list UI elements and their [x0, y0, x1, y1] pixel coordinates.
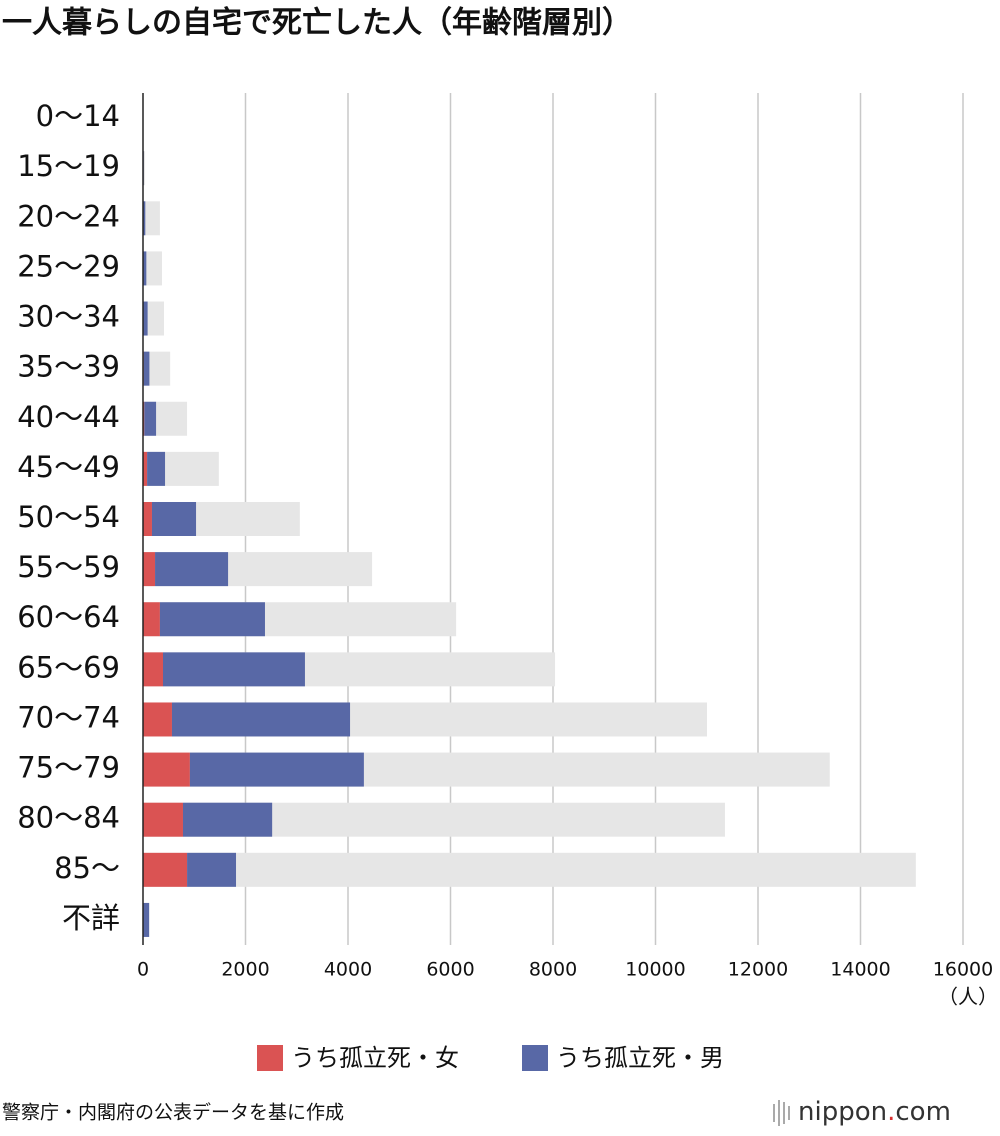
legend-swatch: [257, 1045, 283, 1071]
y-tick-label: 55〜59: [17, 550, 120, 584]
bar-segment: [143, 752, 190, 787]
bar-segment: [143, 602, 160, 637]
y-tick-label: 80〜84: [17, 801, 120, 835]
total-bar: [143, 201, 160, 236]
x-tick-label: 12000: [728, 959, 788, 981]
total-bar: [143, 852, 916, 887]
y-tick-label: 15〜19: [17, 149, 120, 183]
x-tick-label: 8000: [529, 959, 577, 981]
bar-segment: [143, 201, 146, 236]
logo-text: nippon: [798, 1097, 887, 1127]
x-tick-label: 10000: [625, 959, 685, 981]
bar-segment: [143, 852, 188, 887]
y-tick-label: 85〜: [54, 851, 120, 885]
bar-segment: [155, 552, 229, 587]
x-unit: （人）: [938, 985, 998, 1009]
logo-text: com: [895, 1097, 951, 1127]
x-tick-label: 16000: [933, 959, 993, 981]
bar-segment: [143, 502, 152, 536]
x-tick-label: 6000: [426, 959, 474, 981]
total-bar: [143, 151, 146, 186]
x-tick-label: 14000: [830, 959, 890, 981]
y-tick-label: 20〜24: [17, 199, 120, 233]
bar-segment: [143, 902, 150, 937]
source: 警察庁・内閣府の公表データを基に作成: [2, 1102, 344, 1124]
y-tick-label: 75〜79: [17, 751, 120, 785]
logo: nippon.com: [798, 1097, 951, 1127]
total-bar: [143, 301, 165, 336]
bar-segment: [143, 702, 172, 737]
y-tick-label: 0〜14: [36, 99, 120, 133]
y-tick-label: 40〜44: [17, 400, 120, 434]
legend-label: うち孤立死・男: [556, 1044, 724, 1072]
y-tick-label: 60〜64: [17, 600, 120, 634]
bar-segment: [162, 652, 305, 687]
bar-segment: [143, 301, 148, 336]
x-tick-label: 4000: [324, 959, 372, 981]
legend-swatch: [522, 1045, 548, 1071]
y-tick-label: 25〜29: [17, 249, 120, 283]
bar-segment: [143, 251, 147, 286]
y-tick-label: 70〜74: [17, 700, 120, 734]
y-tick-label: 45〜49: [17, 450, 120, 484]
bar-segment: [159, 602, 265, 637]
bar-segment: [171, 702, 351, 737]
bar-segment: [182, 802, 273, 837]
bar-segment: [143, 652, 163, 687]
y-tick-label: 65〜69: [17, 650, 120, 684]
logo-dot: .: [887, 1097, 895, 1127]
chart-title: 一人暮らしの自宅で死亡した人（年齢階層別）: [2, 6, 632, 41]
bar-segment: [143, 552, 156, 587]
bar-segment: [147, 451, 166, 486]
total-bar: [143, 251, 162, 286]
x-tick-label: 0: [137, 959, 149, 981]
logo-icon: [773, 1100, 790, 1126]
bar-segment: [151, 502, 197, 536]
y-tick-label: 35〜39: [17, 350, 120, 384]
x-tick-label: 2000: [221, 959, 269, 981]
y-tick-label: 30〜34: [17, 300, 120, 334]
y-tick-label: 不詳: [62, 901, 120, 935]
bar-segment: [189, 752, 364, 787]
bar-segment: [143, 351, 150, 386]
bar-segment: [144, 401, 157, 436]
bar-segment: [143, 451, 148, 486]
bar-segment: [143, 802, 183, 837]
bar-segment: [187, 852, 237, 887]
y-tick-label: 50〜54: [17, 500, 120, 534]
legend-label: うち孤立死・女: [291, 1044, 459, 1072]
